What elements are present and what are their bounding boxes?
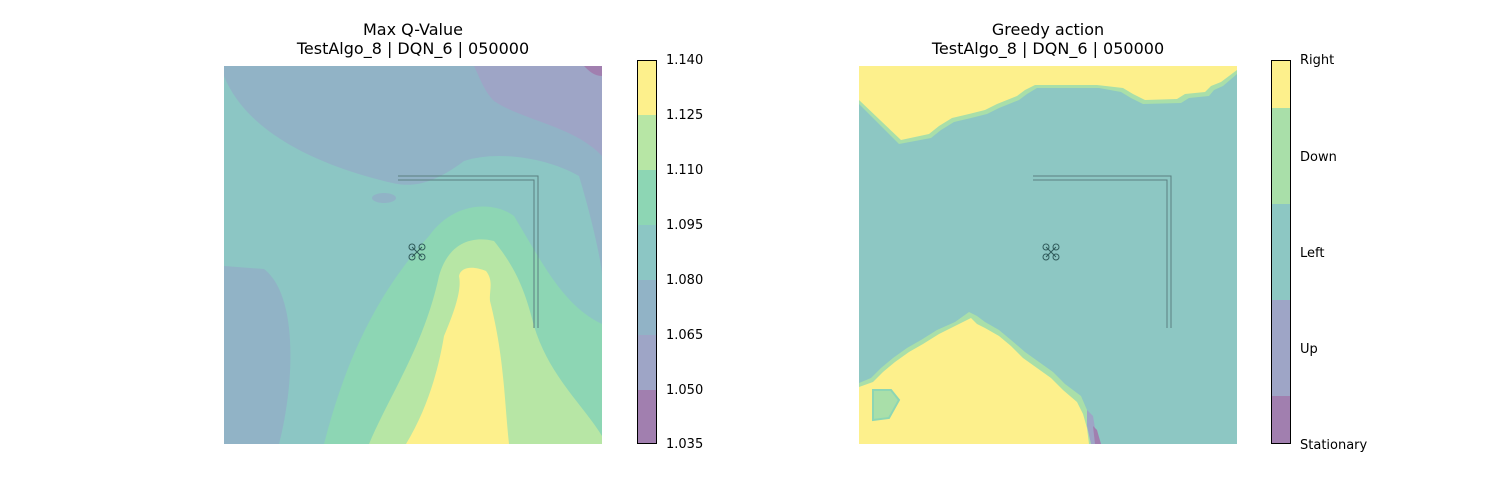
chart1-heatmap (224, 66, 602, 444)
chart1-title-line2: TestAlgo_8 | DQN_6 | 050000 (296, 39, 530, 58)
chart2-title: Greedy action TestAlgo_8 | DQN_6 | 05000… (859, 20, 1237, 58)
cbar1-tick-1: 1.125 (666, 108, 704, 123)
chart1-title: Max Q-Value TestAlgo_8 | DQN_6 | 050000 (224, 20, 602, 58)
cbar1-band-1065-1080 (637, 280, 657, 335)
cbar1-band-1035-1050 (637, 390, 657, 444)
cbar1-band-1080-1095 (637, 225, 657, 280)
cbar1-band-1050-1065 (637, 335, 657, 390)
chart1-heatmap-svg (224, 66, 602, 444)
chart2-title-line2: TestAlgo_8 | DQN_6 | 050000 (931, 39, 1165, 58)
chart1-colorbar (637, 60, 657, 444)
wall-outline (1033, 175, 1172, 328)
region-1035-1050 (584, 66, 602, 76)
cbar2-band-stationary (1271, 396, 1291, 444)
cbar2-tick-left: Left (1300, 246, 1325, 261)
chart2-colorbar (1271, 60, 1291, 444)
cbar1-tick-6: 1.050 (666, 383, 704, 398)
wall-horizontal (398, 175, 539, 328)
cbar1-tick-5: 1.065 (666, 328, 704, 343)
cbar2-band-right (1271, 60, 1291, 108)
cbar2-tick-right: Right (1300, 53, 1335, 68)
cbar1-tick-3: 1.095 (666, 218, 704, 233)
drone-icon (408, 243, 426, 261)
cbar2-band-left (1271, 204, 1291, 300)
region-island (372, 193, 396, 203)
region-right-bottom (859, 318, 1089, 444)
chart2-heatmap-svg (859, 66, 1237, 444)
chart1-title-line1: Max Q-Value (363, 20, 463, 39)
cbar1-tick-2: 1.110 (666, 163, 704, 178)
cbar1-band-1125-1140 (637, 60, 657, 115)
chart2-title-line1: Greedy action (991, 20, 1105, 39)
chart2-heatmap (859, 66, 1237, 444)
chart2-colorbar-svg (1271, 60, 1291, 444)
cbar1-tick-7: 1.035 (666, 437, 704, 452)
region-1050-1065 (474, 66, 602, 156)
cbar1-tick-4: 1.080 (666, 273, 704, 288)
wall-outline-inner (1033, 179, 1168, 328)
region-stationary-patch (1093, 426, 1101, 444)
cbar2-band-down (1271, 108, 1291, 204)
cbar2-tick-stationary: Stationary (1300, 438, 1368, 453)
wall-horizontal-inner (398, 179, 535, 328)
cbar1-band-1095-1110 (637, 170, 657, 225)
cbar2-tick-up: Up (1300, 342, 1318, 357)
region-1125-1140 (406, 267, 509, 444)
cbar1-tick-0: 1.140 (666, 53, 704, 68)
cbar1-band-1110-1125 (637, 115, 657, 170)
region-down-patch (872, 389, 901, 422)
cbar2-band-up (1271, 300, 1291, 396)
region-right-top (859, 66, 1237, 140)
chart1-colorbar-svg (637, 60, 657, 444)
drone-icon (1042, 243, 1060, 261)
cbar2-tick-down: Down (1300, 150, 1337, 165)
